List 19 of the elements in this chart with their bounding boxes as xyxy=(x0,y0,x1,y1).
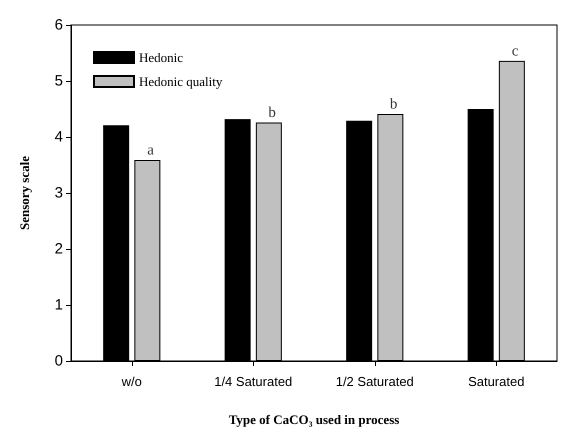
annotation: c xyxy=(512,43,519,60)
y-tick-label: 5 xyxy=(54,72,63,90)
x-tick-label: 1/4 Saturated xyxy=(214,374,292,389)
x-tick-label: 1/2 Saturated xyxy=(336,374,414,389)
y-tick-label: 3 xyxy=(54,184,63,202)
y-tick-label: 1 xyxy=(54,296,63,314)
annotation: b xyxy=(390,96,398,113)
legend-label: Hedonic quality xyxy=(139,74,223,89)
x-axis-title: Type of CaCO₃ used in process xyxy=(228,412,400,427)
y-tick-label: 0 xyxy=(54,352,63,370)
y-tick-label: 4 xyxy=(54,128,63,146)
annotation: b xyxy=(268,104,276,121)
y-tick-label: 6 xyxy=(54,16,63,34)
y-tick-label: 2 xyxy=(54,240,63,258)
annotation: a xyxy=(147,142,154,158)
x-tick-label: w/o xyxy=(120,374,142,389)
x-tick-label: Saturated xyxy=(468,374,524,389)
y-axis-title: Sensory scale xyxy=(17,156,32,230)
legend-label: Hedonic xyxy=(139,50,184,65)
